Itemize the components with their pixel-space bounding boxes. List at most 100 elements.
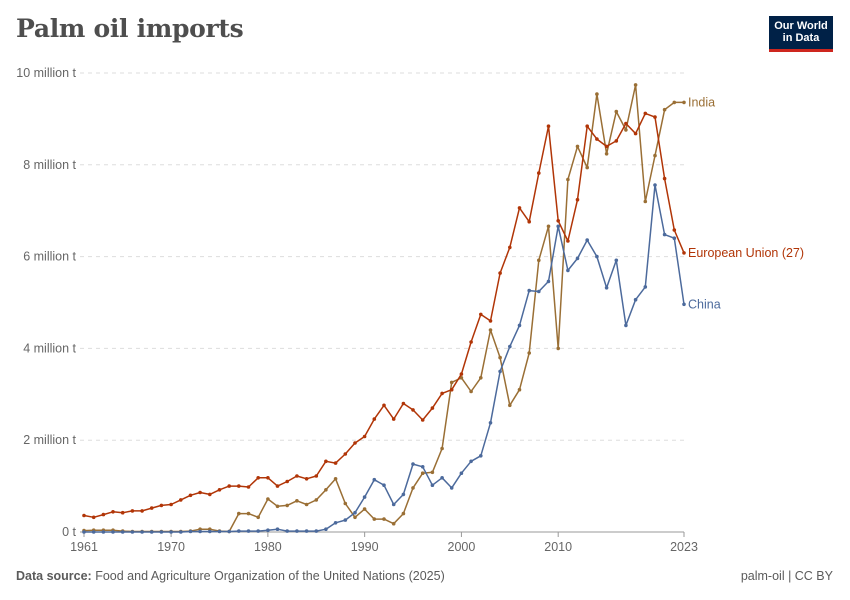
data-point-india[interactable] bbox=[411, 486, 415, 490]
data-point-european-union-27[interactable] bbox=[111, 510, 115, 514]
data-point-india[interactable] bbox=[372, 517, 377, 521]
data-point-india[interactable] bbox=[633, 83, 638, 87]
data-point-european-union-27[interactable] bbox=[275, 484, 280, 488]
data-point-china[interactable] bbox=[604, 286, 609, 290]
data-point-china[interactable] bbox=[130, 530, 135, 534]
data-point-china[interactable] bbox=[585, 238, 589, 242]
data-point-china[interactable] bbox=[101, 530, 106, 534]
data-point-china[interactable] bbox=[653, 183, 657, 187]
data-point-china[interactable] bbox=[266, 528, 270, 532]
data-point-china[interactable] bbox=[527, 288, 531, 293]
data-point-china[interactable] bbox=[227, 529, 231, 534]
data-point-european-union-27[interactable] bbox=[353, 441, 357, 445]
data-point-china[interactable] bbox=[614, 258, 619, 263]
data-point-china[interactable] bbox=[140, 530, 144, 534]
data-point-china[interactable] bbox=[372, 477, 377, 482]
data-point-china[interactable] bbox=[149, 530, 154, 534]
data-point-european-union-27[interactable] bbox=[149, 506, 154, 510]
data-point-india[interactable] bbox=[595, 92, 599, 96]
data-point-european-union-27[interactable] bbox=[266, 476, 270, 480]
data-point-india[interactable] bbox=[537, 258, 541, 263]
data-point-india[interactable] bbox=[314, 498, 319, 502]
data-point-european-union-27[interactable] bbox=[488, 319, 493, 323]
data-point-india[interactable] bbox=[614, 109, 619, 114]
data-point-india[interactable] bbox=[566, 177, 570, 182]
data-point-european-union-27[interactable] bbox=[411, 408, 415, 412]
data-point-india[interactable] bbox=[653, 153, 657, 158]
data-point-india[interactable] bbox=[662, 107, 667, 112]
data-point-india[interactable] bbox=[285, 503, 290, 508]
data-point-european-union-27[interactable] bbox=[624, 121, 628, 126]
data-point-china[interactable] bbox=[469, 459, 473, 464]
data-point-china[interactable] bbox=[440, 476, 444, 480]
data-point-european-union-27[interactable] bbox=[304, 477, 309, 481]
data-point-china[interactable] bbox=[546, 279, 551, 284]
data-point-china[interactable] bbox=[111, 530, 115, 534]
license-note[interactable]: palm-oil | CC BY bbox=[740, 569, 833, 583]
data-point-india[interactable] bbox=[275, 504, 280, 509]
data-point-china[interactable] bbox=[401, 492, 406, 497]
data-point-european-union-27[interactable] bbox=[643, 111, 648, 116]
data-point-european-union-27[interactable] bbox=[566, 239, 570, 243]
series-line-european-union-27[interactable] bbox=[83, 112, 685, 519]
series-line-china[interactable] bbox=[84, 184, 685, 533]
data-point-india[interactable] bbox=[643, 199, 648, 204]
data-point-china[interactable] bbox=[188, 529, 193, 534]
data-point-china[interactable] bbox=[488, 421, 493, 425]
data-point-india[interactable] bbox=[575, 144, 580, 149]
data-point-european-union-27[interactable] bbox=[614, 139, 619, 143]
data-point-european-union-27[interactable] bbox=[91, 515, 96, 520]
data-point-china[interactable] bbox=[643, 285, 648, 289]
data-point-india[interactable] bbox=[343, 501, 348, 506]
data-point-european-union-27[interactable] bbox=[208, 492, 212, 497]
data-point-india[interactable] bbox=[585, 165, 589, 170]
data-point-india[interactable] bbox=[266, 497, 270, 501]
data-point-india[interactable] bbox=[440, 446, 444, 451]
owid-logo[interactable]: Our World in Data bbox=[769, 16, 833, 52]
data-point-european-union-27[interactable] bbox=[546, 124, 551, 128]
data-point-european-union-27[interactable] bbox=[82, 513, 86, 518]
data-point-india[interactable] bbox=[353, 515, 357, 520]
data-point-china[interactable] bbox=[295, 529, 299, 533]
data-point-china[interactable] bbox=[682, 302, 686, 307]
series-label-european-union-27[interactable]: European Union (27) bbox=[688, 246, 804, 260]
data-point-china[interactable] bbox=[430, 483, 435, 488]
data-point-european-union-27[interactable] bbox=[595, 137, 599, 141]
data-point-european-union-27[interactable] bbox=[256, 476, 261, 480]
data-point-india[interactable] bbox=[382, 517, 386, 521]
data-point-china[interactable] bbox=[449, 486, 454, 490]
data-point-india[interactable] bbox=[604, 152, 609, 156]
data-point-china[interactable] bbox=[353, 510, 357, 515]
data-point-china[interactable] bbox=[343, 518, 348, 522]
data-point-european-union-27[interactable] bbox=[130, 509, 135, 513]
data-point-china[interactable] bbox=[120, 530, 125, 534]
data-point-european-union-27[interactable] bbox=[362, 434, 367, 439]
data-point-china[interactable] bbox=[169, 530, 173, 534]
data-point-european-union-27[interactable] bbox=[585, 124, 589, 128]
data-point-india[interactable] bbox=[469, 389, 473, 394]
data-point-india[interactable] bbox=[333, 477, 338, 481]
data-point-european-union-27[interactable] bbox=[372, 417, 377, 421]
data-point-india[interactable] bbox=[304, 502, 309, 507]
data-point-india[interactable] bbox=[479, 376, 483, 380]
data-point-india[interactable] bbox=[527, 351, 531, 355]
series-label-china[interactable]: China bbox=[688, 297, 721, 311]
data-point-european-union-27[interactable] bbox=[198, 490, 202, 495]
data-point-european-union-27[interactable] bbox=[430, 406, 435, 410]
data-point-india[interactable] bbox=[430, 470, 435, 475]
data-point-european-union-27[interactable] bbox=[159, 503, 164, 508]
data-point-china[interactable] bbox=[382, 483, 386, 488]
data-point-china[interactable] bbox=[237, 529, 241, 533]
data-point-india[interactable] bbox=[672, 100, 677, 105]
data-point-european-union-27[interactable] bbox=[440, 391, 444, 396]
data-point-european-union-27[interactable] bbox=[604, 144, 609, 149]
data-point-india[interactable] bbox=[517, 387, 522, 392]
data-point-china[interactable] bbox=[479, 454, 483, 458]
data-point-china[interactable] bbox=[575, 256, 580, 261]
data-point-china[interactable] bbox=[333, 521, 338, 525]
data-point-china[interactable] bbox=[82, 530, 86, 534]
data-point-india[interactable] bbox=[237, 511, 241, 516]
data-point-india[interactable] bbox=[391, 521, 396, 526]
data-point-european-union-27[interactable] bbox=[314, 474, 319, 478]
data-point-india[interactable] bbox=[624, 128, 628, 132]
